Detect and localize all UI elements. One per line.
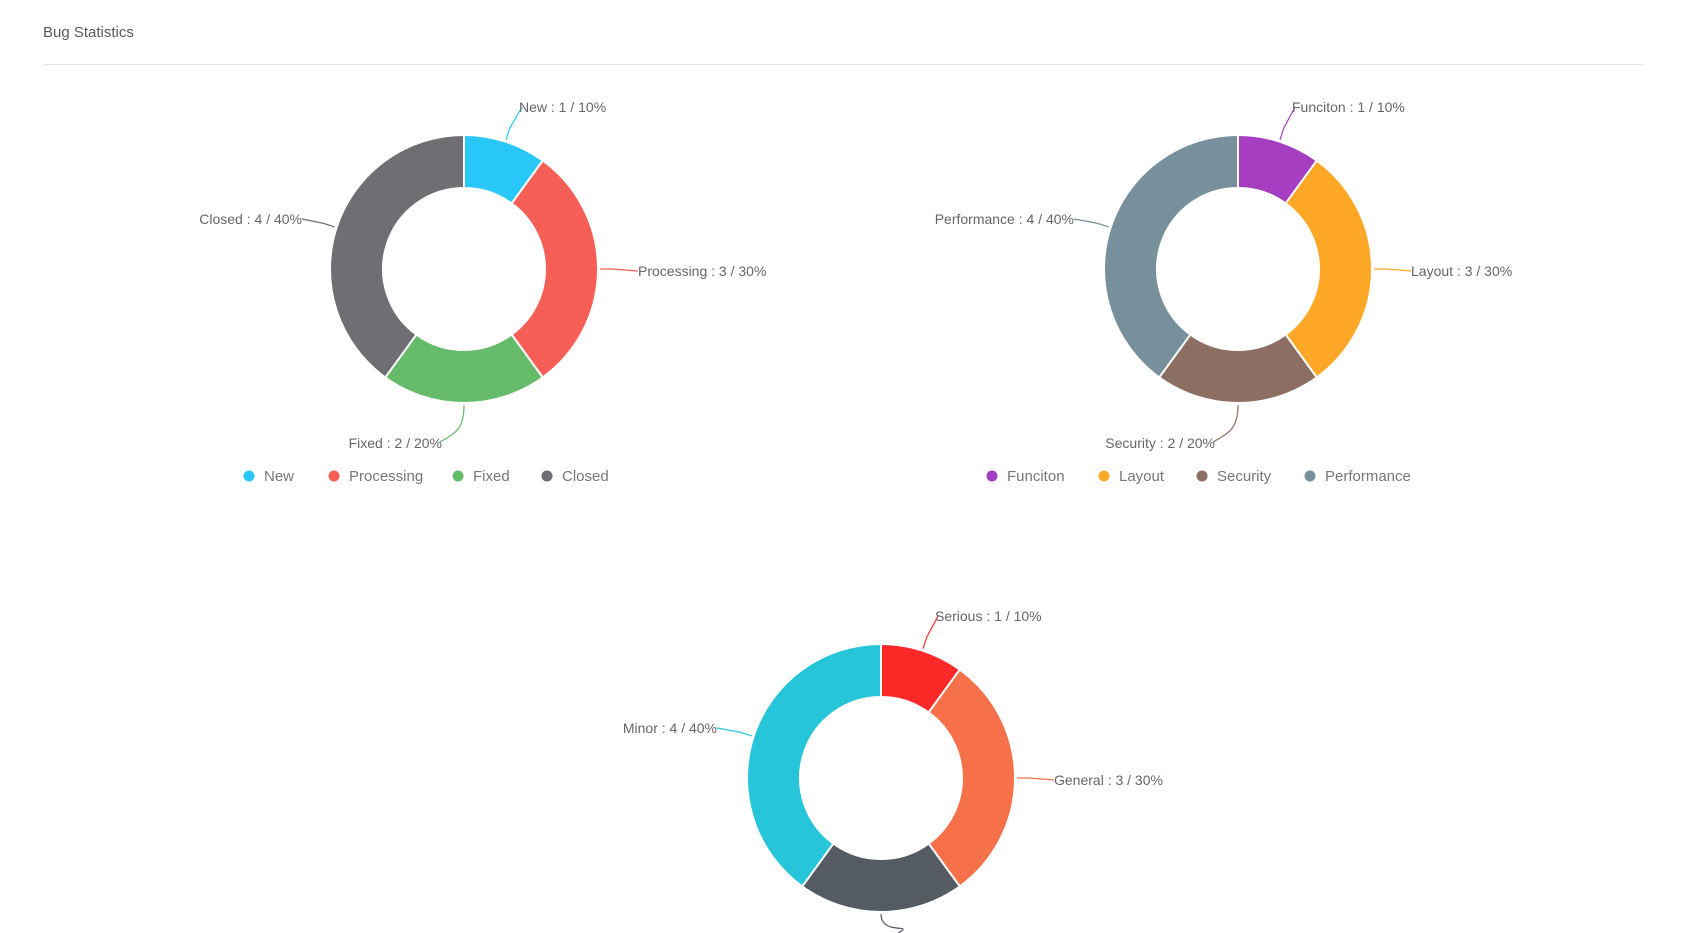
legend-status: New Processing Fixed Closed: [243, 468, 609, 485]
slice-label-serious: Serious : 1 / 10%: [935, 608, 1042, 624]
legend-label-security: Security: [1217, 468, 1272, 485]
legend-marker-icon: [1304, 470, 1316, 482]
legend-label-new: New: [264, 468, 294, 485]
legend-label-layout: Layout: [1119, 468, 1165, 485]
slice-performance[interactable]: [1103, 133, 1239, 379]
legend-category: Funciton Layout Security Performance: [986, 468, 1411, 485]
legend-marker-icon: [328, 470, 340, 482]
slice-processing[interactable]: [510, 159, 599, 379]
slice-layout[interactable]: [1284, 159, 1373, 379]
slice-label-funciton: Funciton : 1 / 10%: [1292, 99, 1405, 115]
leader-line-performance: [1073, 218, 1109, 228]
legend-marker-icon: [452, 470, 464, 482]
legend-marker-icon: [986, 470, 998, 482]
legend-label-processing: Processing: [349, 468, 423, 485]
legend-label-performance: Performance: [1325, 468, 1411, 485]
leader-line-general: [1017, 777, 1055, 781]
leader-line-fixed: [439, 404, 465, 443]
page-title: Bug Statistics: [43, 24, 134, 41]
legend-label-funciton: Funciton: [1007, 468, 1065, 485]
slice-label-closed: Closed : 4 / 40%: [199, 211, 302, 227]
legend-marker-icon: [1098, 470, 1110, 482]
legend-item-layout[interactable]: Layout: [1098, 468, 1165, 485]
leader-line-serious: [922, 615, 939, 649]
slice-label-performance: Performance : 4 / 40%: [935, 211, 1074, 227]
slice-label-minor: Minor : 4 / 40%: [623, 720, 717, 736]
leader-line-new: [505, 106, 523, 140]
donut-chart-severity: Serious : 1 / 10% General : 3 / 30% Minor …: [623, 608, 1163, 933]
slice-label-new: New : 1 / 10%: [519, 99, 606, 115]
leader-line-segment-3: [880, 913, 904, 933]
leader-line-minor: [716, 727, 752, 737]
legend-item-closed[interactable]: Closed: [541, 468, 609, 485]
leader-line-security: [1212, 404, 1239, 443]
legend-marker-icon: [1196, 470, 1208, 482]
slice-label-layout: Layout : 3 / 30%: [1411, 263, 1512, 279]
legend-marker-icon: [243, 470, 255, 482]
legend-item-fixed[interactable]: Fixed: [452, 468, 510, 485]
leader-line-layout: [1374, 268, 1412, 272]
legend-marker-icon: [541, 470, 553, 482]
slice-label-general: General : 3 / 30%: [1054, 772, 1163, 788]
donut-chart-status: New : 1 / 10% Processing : 3 / 30% Fixed :…: [199, 99, 766, 485]
slice-closed[interactable]: [329, 133, 465, 379]
slice-minor[interactable]: [746, 642, 882, 888]
donut-chart-category: Funciton : 1 / 10% Layout : 3 / 30% Securi…: [935, 99, 1512, 485]
legend-item-processing[interactable]: Processing: [328, 468, 424, 485]
leader-line-processing: [600, 268, 639, 272]
legend-item-funciton[interactable]: Funciton: [986, 468, 1065, 485]
slice-label-fixed: Fixed : 2 / 20%: [349, 435, 442, 451]
slice-label-security: Security : 2 / 20%: [1105, 435, 1215, 451]
legend-label-fixed: Fixed: [473, 468, 510, 485]
slice-general[interactable]: [927, 668, 1016, 888]
leader-line-funciton: [1279, 106, 1296, 140]
legend-item-new[interactable]: New: [243, 468, 295, 485]
legend-item-performance[interactable]: Performance: [1304, 468, 1411, 485]
header-divider: [43, 64, 1643, 65]
legend-label-closed: Closed: [562, 468, 609, 485]
legend-item-security[interactable]: Security: [1196, 468, 1272, 485]
leader-line-closed: [301, 218, 335, 228]
slice-label-processing: Processing : 3 / 30%: [638, 263, 766, 279]
